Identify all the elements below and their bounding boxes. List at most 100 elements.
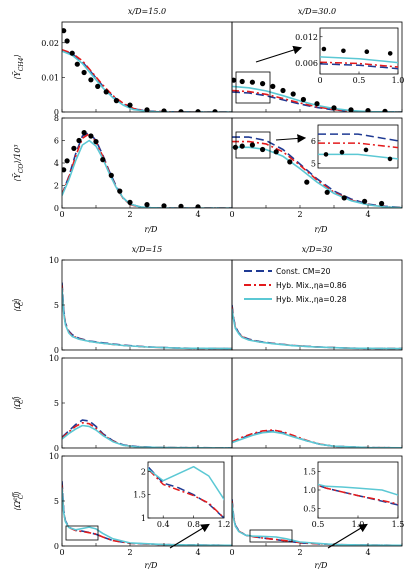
fig-a-row-1-ylabel-text: ⟨ỸCH4⟩ — [13, 54, 25, 79]
fig-b-row-2-ylabel-text: ⟨ΩfC⟩ — [12, 396, 25, 410]
fig-b-r3-left-inset-ytick-label: 1 — [141, 514, 146, 523]
fig-a-r2-right-exp-point-8 — [324, 189, 330, 195]
fig-a-title-right: x/D=30.0 — [298, 7, 336, 16]
fig-a-r1-left-exp-point-6 — [88, 77, 94, 83]
fig-a-r1-right-zoom-arrow — [255, 45, 303, 63]
fig-b-r2-right — [231, 357, 403, 449]
fig-a-r2-left-exp-point-1 — [62, 167, 67, 173]
fig-a-r2-right-inset: 56 — [311, 124, 399, 168]
fig-b-r1-left-series-1 — [62, 282, 232, 350]
fig-a-r1-left-exp-point-2 — [64, 38, 70, 44]
fig-a-r1-left-exp-point-8 — [103, 89, 109, 95]
fig-a-r2-right-inset-ytick-label: 6 — [311, 137, 316, 146]
fig-b-r3-left-inset: 0.4 0.8 1.2 1 1.5 2 — [133, 461, 230, 529]
fig-a-r2-right-exp-point-10 — [362, 198, 368, 204]
fig-a-r1-right-inset-plot — [320, 46, 398, 70]
fig-a-r2-right-xtick-label: 4 — [365, 210, 370, 219]
fig-b-r1-right-series-3 — [232, 308, 402, 350]
fig-a-r1-right-inset: 0 0.5 1.0 0.006 0.012 — [295, 27, 404, 85]
fig-a-r2-right: 0 2 456 — [229, 117, 403, 219]
fig-a-r2-right-exp-point-4 — [260, 146, 266, 153]
fig-a-r2-right-zoom-arrow — [275, 134, 307, 143]
fig-b-r3-right-series-3 — [232, 502, 402, 546]
fig-b-r3-right-inset-ytick-label: 0.5 — [303, 505, 316, 514]
fig-a-r1-left-exp-point-4 — [74, 61, 80, 67]
fig-a-r1-right-inset-ytick-label: 0.012 — [295, 33, 318, 42]
fig-b-row-2-ylabel: ⟨ΩfC⟩ — [12, 396, 25, 410]
fig-b-title-right: x/D=30 — [302, 245, 333, 254]
fig-b-r3-left-zoom-box — [65, 525, 99, 541]
fig-b-r3-left-ytick-label: 5 — [54, 497, 59, 506]
fig-b-xlabel-right: r/D — [315, 561, 329, 570]
fig-a-r2-right-xtick-label: 0 — [229, 210, 234, 219]
fig-b-r3-right-xtick-label: 0 — [229, 548, 234, 557]
fig-a-r1-right-inset-ytick-label: 0.006 — [295, 59, 318, 68]
fig-a-r2-right-inset-ytick-label: 5 — [311, 159, 316, 168]
fig-a-r1-left-ytick-label: 0 — [54, 108, 59, 117]
fig-a-r2-left-exp-point-2 — [64, 158, 70, 164]
fig-a-r2-right-exp-point-5 — [273, 149, 279, 155]
fig-a-r2-left-ytick-label: 8 — [54, 114, 59, 123]
fig-b-r3-left-zoom-arrow — [169, 523, 210, 549]
fig-b-r3-right-inset-series-2 — [318, 484, 398, 505]
fig-a-r2-right-inset-exp-point-1 — [323, 152, 329, 157]
fig-a-r2-left-xtick-label: 4 — [195, 210, 200, 219]
fig-b-r3-right-zoom-box — [249, 529, 293, 543]
fig-a-r2-left-exp-point-5 — [81, 130, 87, 136]
fig-b-r1-left-ytick-label: 0 — [54, 346, 59, 355]
fig-a-r1-right-exp-point-2 — [239, 78, 245, 85]
fig-a-r1-right-inset-exp-point-3 — [364, 49, 370, 54]
legend-label-3: Hyb. Mix.,ηa=0.28 — [276, 295, 347, 304]
fig-a-r1-left-ytick-label: 0.02 — [41, 39, 59, 48]
fig-b-r3-left-ytick-label: 10 — [49, 452, 59, 461]
fig-b-r2-left: 0 5 10 — [49, 354, 233, 453]
fig-a-r1-left-series-3 — [62, 50, 232, 112]
fig-a-r1-right-inset-exp-point-2 — [341, 48, 346, 54]
fig-b-r3-right-xtick-label: 2 — [297, 548, 302, 557]
fig-a-r2-left-exp-point-10 — [117, 188, 123, 194]
fig-a-r1-right-exp-point-1 — [232, 77, 237, 83]
fig-a-r2-left-series-2 — [62, 133, 232, 208]
fig-a-r2-left-series-3 — [62, 139, 232, 208]
fig-a-r1-right-exp-point-7 — [290, 91, 296, 97]
fig-b-r3-left-inset-series-2 — [148, 465, 224, 518]
fig-a-r2-right-xtick-label: 2 — [297, 210, 302, 219]
fig-a-r2-right-frame — [231, 117, 403, 209]
fig-a-r2-right-inset-series-2 — [318, 142, 398, 149]
fig-b-r3-left-plot-area — [62, 481, 232, 546]
fig-a-r1-left: 0 0.01 0.02 — [41, 21, 233, 117]
fig-a-r1-left-exp-point-15 — [212, 109, 218, 112]
fig-a-r1-right-inset-exp-point-1 — [321, 46, 327, 52]
fig-a-r2-left-ytick-label: 0 — [54, 204, 59, 213]
fig-b-r3-left-inset-frame — [147, 461, 225, 519]
fig-a-r1-left-exp-point-13 — [178, 109, 184, 112]
fig-b-r1-right-plot-area — [232, 304, 402, 350]
fig-a-r2-left-exp-point-14 — [178, 203, 184, 208]
fig-a-r2-left-exp-point-3 — [71, 145, 77, 151]
fig-a-r1-left-exp-point-9 — [113, 98, 119, 104]
fig-a-r2-right-inset-exp-point-4 — [387, 156, 393, 162]
fig-b-r3-right-inset-xtick-label: 1.5 — [392, 520, 405, 529]
fig-b-r3-right-zoom-arrow — [327, 523, 368, 549]
fig-a-r2-left-ytick-label: 6 — [54, 137, 59, 146]
fig-a-r1-right-series-2 — [232, 89, 402, 112]
fig-b-r2-left-ytick-label: 5 — [54, 399, 59, 408]
fig-b-r3-right-plot-area — [232, 499, 402, 546]
fig-a-r1-right-exp-point-8 — [300, 96, 306, 103]
fig-a-r2-right-inset-series-3 — [318, 153, 398, 160]
fig-a-r1-right-inset-exp-point-4 — [387, 51, 393, 56]
fig-b-r2-right-plot-area — [232, 429, 402, 448]
fig-a-r2-right-inset-plot — [318, 133, 398, 162]
fig-a-r2-left-plot-area — [62, 130, 232, 208]
fig-a-r1-right-exp-point-11 — [348, 107, 354, 112]
fig-b-row-1-ylabel: ⟨ΩlC⟩ — [12, 298, 25, 311]
fig-b-r3-left-inset-xtick-label: 0.4 — [157, 520, 170, 529]
fig-a-r1-right-exp-point-9 — [314, 101, 320, 107]
fig-b-r1-left-ytick-label: 10 — [49, 256, 59, 265]
fig-b-r1-left-frame — [61, 259, 233, 351]
fig-a-r1-right-frame — [231, 21, 403, 113]
fig-a-r1-left-exp-point-3 — [69, 50, 75, 56]
fig-a-r2-right-inset-exp-point-2 — [339, 149, 345, 155]
fig-b-r1-left-series-2 — [62, 285, 232, 350]
fig-b-r3-left-inset-ytick-label: 2 — [141, 467, 146, 476]
